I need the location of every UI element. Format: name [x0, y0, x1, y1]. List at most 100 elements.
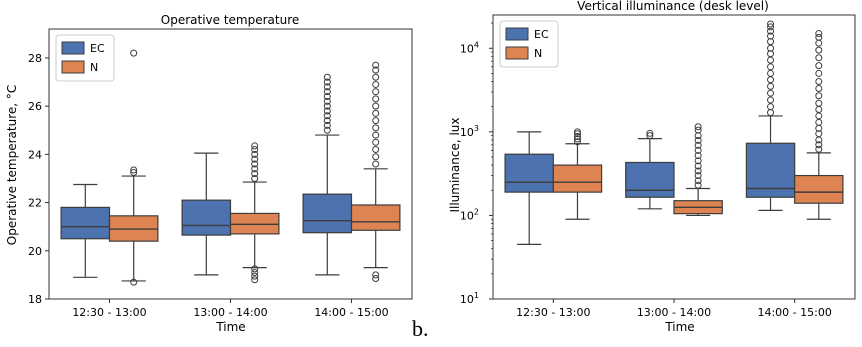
outlier-point: [323, 112, 331, 120]
outlier-point: [372, 73, 380, 81]
outlier-point: [130, 166, 138, 174]
outlier-point: [251, 272, 259, 280]
outlier-point: [694, 152, 702, 160]
outlier-point: [815, 85, 823, 93]
outlier-point: [815, 78, 823, 86]
legend-swatch-n: [61, 60, 85, 74]
outlier-point: [646, 132, 654, 140]
outlier-point: [767, 23, 775, 31]
y-tick-exponent: 2: [474, 207, 479, 216]
outlier-point: [573, 135, 581, 143]
outlier-point: [815, 39, 823, 47]
legend-label: EC: [90, 42, 105, 55]
outlier-point: [815, 92, 823, 100]
outlier-point: [323, 97, 331, 105]
outlier-point: [372, 117, 380, 125]
outlier-point: [372, 80, 380, 88]
legend-label: EC: [534, 28, 549, 41]
outlier-point: [130, 168, 138, 176]
outlier-point: [372, 102, 380, 110]
outlier-point: [694, 141, 702, 149]
box-ec: [625, 161, 675, 198]
outlier-point: [251, 155, 259, 163]
legend-swatch-ec: [505, 27, 529, 41]
outlier-point: [694, 177, 702, 185]
outlier-point: [372, 88, 380, 96]
outlier-point: [323, 102, 331, 110]
x-tick-label: 13:00 - 14:00: [637, 306, 711, 319]
y-tick-label: 20: [28, 245, 42, 258]
x-tick-label: 12:30 - 13:00: [516, 306, 590, 319]
outlier-point: [815, 62, 823, 70]
outlier-point: [815, 33, 823, 41]
outlier-point: [767, 63, 775, 71]
outlier-point: [815, 130, 823, 138]
outlier-point: [372, 66, 380, 74]
outlier-point: [767, 69, 775, 77]
outlier-point: [815, 145, 823, 153]
legend-swatch-ec: [61, 41, 85, 55]
outlier-point: [694, 146, 702, 154]
plot-area: 18 20 22 24 26 28 12:30 - 13:00 13:00 - 14:00 14…: [28, 28, 413, 319]
outlier-point: [372, 131, 380, 139]
outlier-point: [815, 46, 823, 54]
outlier-point: [573, 128, 581, 136]
outlier-point: [251, 146, 259, 154]
outlier-point: [815, 106, 823, 114]
outlier-point: [573, 132, 581, 140]
outlier-point: [372, 160, 380, 168]
outlier-point: [694, 181, 702, 189]
chart-title: Operative temperature: [161, 13, 300, 27]
box-n: [552, 164, 603, 193]
outlier-point: [694, 136, 702, 144]
legend-swatch-n: [505, 46, 529, 60]
outlier-point: [130, 49, 138, 57]
y-tick-label: 24: [28, 148, 42, 161]
outlier-point: [767, 109, 775, 117]
outlier-point: [815, 69, 823, 77]
y-tick-label: 101: [460, 291, 479, 306]
box-ec: [181, 199, 232, 236]
outlier-point: [767, 96, 775, 104]
outlier-point: [767, 44, 775, 52]
x-axis-label: Time: [664, 320, 694, 334]
outlier-point: [251, 160, 259, 168]
outlier-point: [372, 109, 380, 117]
y-tick-label: 104: [460, 40, 479, 55]
outlier-point: [372, 271, 380, 279]
outlier-point: [372, 153, 380, 161]
outlier-point: [323, 126, 331, 134]
y-tick-exponent: 1: [474, 291, 479, 300]
legend-label: N: [90, 61, 98, 74]
y-tick-exponent: 3: [474, 124, 479, 133]
y-tick-label: 22: [28, 197, 42, 210]
outlier-point: [694, 157, 702, 165]
outlier-point: [323, 78, 331, 86]
box-ec: [504, 153, 554, 193]
outlier-point: [815, 141, 823, 149]
outlier-point: [815, 118, 823, 126]
y-tick-label: 103: [460, 124, 479, 139]
outlier-point: [323, 88, 331, 96]
x-tick-label: 13:00 - 14:00: [193, 306, 267, 319]
plot-area: 101 102 103 104 12:30 - 13:00 13:00 - 14:00 14…: [460, 14, 856, 319]
box-n: [794, 174, 844, 204]
x-tick-label: 14:00 - 15:00: [757, 306, 831, 319]
outlier-point: [251, 265, 259, 273]
outlier-point: [372, 138, 380, 146]
outlier-point: [372, 275, 380, 283]
outlier-point: [251, 268, 259, 276]
outlier-point: [372, 61, 380, 69]
outlier-point: [694, 167, 702, 175]
outlier-point: [372, 146, 380, 154]
y-tick-label: 26: [28, 100, 42, 113]
outlier-point: [767, 27, 775, 35]
y-tick-label: 102: [460, 207, 479, 222]
outlier-point: [251, 174, 259, 182]
y-tick-label: 18: [28, 293, 42, 306]
x-tick-label: 12:30 - 13:00: [72, 306, 146, 319]
outlier-point: [767, 50, 775, 58]
outlier-point: [694, 172, 702, 180]
outlier-point: [372, 124, 380, 132]
outlier-point: [815, 112, 823, 120]
